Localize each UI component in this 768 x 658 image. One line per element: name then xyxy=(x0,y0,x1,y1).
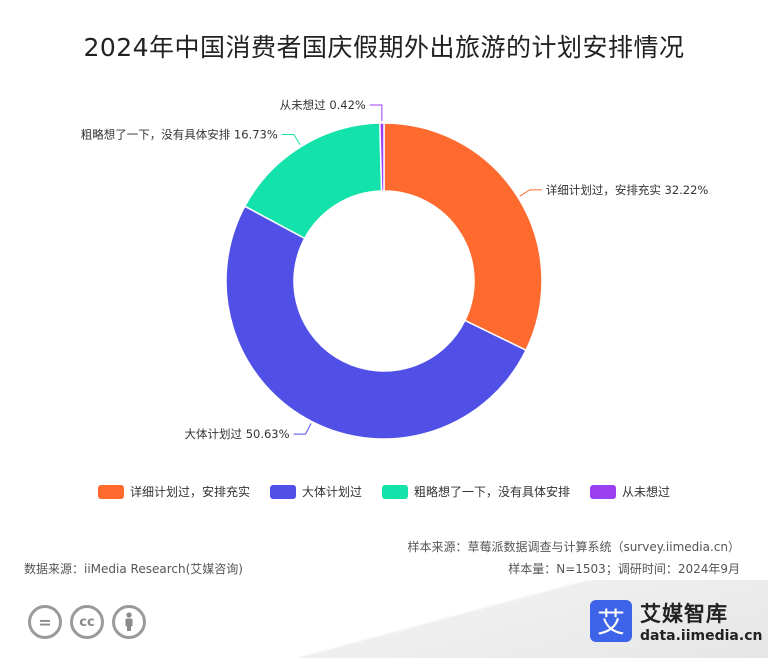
data-label: 粗略想了一下，没有具体安排 16.73% xyxy=(81,128,278,142)
cc-logo-icon: cc xyxy=(70,605,104,639)
pie-slice xyxy=(383,122,543,352)
data-label: 大体计划过 50.63% xyxy=(185,427,290,441)
legend-item: 粗略想了一下，没有具体安排 xyxy=(382,483,570,500)
sample-size: 样本量：N=1503；调研时间：2024年9月 xyxy=(508,562,740,576)
label-leader-line xyxy=(293,423,312,435)
chart-legend: 详细计划过，安排充实 大体计划过 粗略想了一下，没有具体安排 从未想过 xyxy=(0,483,768,500)
pie-slice xyxy=(379,122,385,192)
brand-name: 艾媒智库 xyxy=(640,602,728,626)
cc-equal-icon: = xyxy=(28,605,62,639)
brand-badge-icon: 艾 xyxy=(590,600,632,642)
data-source: 数据来源：iiMedia Research(艾媒咨询) xyxy=(24,562,243,576)
legend-item: 详细计划过，安排充实 xyxy=(97,483,250,500)
data-label: 从未想过 0.42% xyxy=(280,98,366,112)
legend-label: 大体计划过 xyxy=(301,485,362,499)
data-label: 详细计划过，安排充实 32.22% xyxy=(546,183,709,197)
legend-label: 从未想过 xyxy=(622,485,671,499)
chart-title: 2024年中国消费者国庆假期外出旅游的计划安排情况 xyxy=(83,33,685,62)
label-leader-line xyxy=(281,134,301,146)
pie-slice xyxy=(225,205,528,440)
legend-swatch xyxy=(269,484,296,499)
legend-item: 从未想过 xyxy=(590,483,670,500)
legend-item: 大体计划过 xyxy=(269,483,362,500)
donut-chart: 详细计划过，安排充实 32.22% 大体计划过 50.63% 粗略想了一下，没有具体… xyxy=(81,98,709,441)
label-leader-line xyxy=(369,104,383,122)
brand-logo: 艾 艾媒智库 data.iimedia.cn xyxy=(590,598,762,644)
brand-url: data.iimedia.cn xyxy=(640,628,763,644)
sample-source: 样本来源：草莓派数据调查与计算系统（survey.iimedia.cn） xyxy=(407,540,740,554)
label-leader-line xyxy=(519,189,542,197)
legend-swatch xyxy=(590,484,617,499)
legend-label: 详细计划过，安排充实 xyxy=(129,485,250,499)
legend-label: 粗略想了一下，没有具体安排 xyxy=(414,485,571,499)
legend-swatch xyxy=(382,484,408,499)
legend-swatch xyxy=(97,484,124,499)
cc-person-icon xyxy=(112,605,146,639)
